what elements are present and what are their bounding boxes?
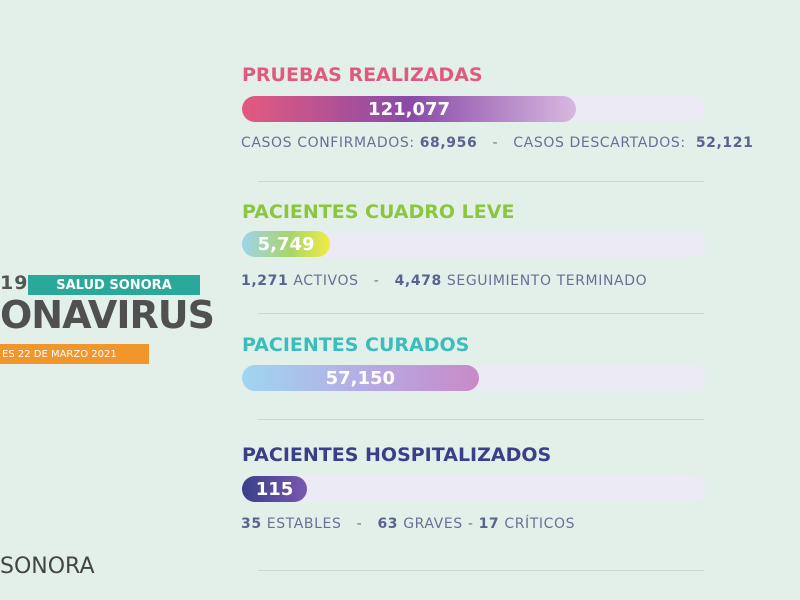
separator: - [356,516,363,532]
criticos-value: 17 [478,516,500,532]
curados-value: 57,150 [325,367,396,389]
divider [258,313,704,314]
leve-breakdown: 1,271 ACTIVOS - 4,478 SEGUIMIENTO TERMIN… [241,273,647,289]
divider [258,181,704,182]
separator: - [492,135,499,151]
pruebas-value: 121,077 [368,98,451,120]
pruebas-title: PRUEBAS REALIZADAS [242,64,483,86]
separator: - [467,516,474,532]
leve-bar: 5,749 [242,231,706,257]
leve-value: 5,749 [257,233,315,255]
hospitalizados-bar-fill: 115 [242,476,307,502]
leve-title: PACIENTES CUADRO LEVE [242,201,515,223]
divider [258,570,704,571]
hospitalizados-bar: 115 [242,476,706,502]
coronavirus-heading: ONAVIRUS [0,293,215,337]
curados-bar: 57,150 [242,365,706,391]
footer-logo: SONORA [0,554,95,579]
leve-bar-fill: 5,749 [242,231,331,257]
separator: - [373,273,380,289]
confirmados-value: 68,956 [419,135,478,151]
salud-sonora-badge: SALUD SONORA [28,275,200,295]
curados-title: PACIENTES CURADOS [242,334,470,356]
pruebas-breakdown: CASOS CONFIRMADOS: 68,956 - CASOS DESCAR… [241,135,753,151]
descartados-value: 52,121 [695,135,754,151]
curados-bar-fill: 57,150 [242,365,479,391]
activos-label: ACTIVOS [293,273,359,289]
covid19-label: 19 [0,272,29,294]
descartados-label: CASOS DESCARTADOS: [513,135,686,151]
divider [258,419,704,420]
graves-value: 63 [377,516,399,532]
criticos-label: CRÍTICOS [504,516,576,532]
pruebas-bar-fill: 121,077 [242,96,577,122]
seguimiento-value: 4,478 [394,273,442,289]
date-badge: ES 22 DE MARZO 2021 [0,344,149,364]
estables-label: ESTABLES [266,516,342,532]
pruebas-bar: 121,077 [242,96,706,122]
activos-value: 1,271 [241,273,289,289]
estables-value: 35 [241,516,262,532]
graves-label: GRAVES [403,516,463,532]
confirmados-label: CASOS CONFIRMADOS: [241,135,415,151]
hospitalizados-breakdown: 35 ESTABLES - 63 GRAVES - 17 CRÍTICOS [241,516,575,532]
hospitalizados-value: 115 [255,478,294,500]
seguimiento-label: SEGUIMIENTO TERMINADO [446,273,648,289]
hospitalizados-title: PACIENTES HOSPITALIZADOS [242,444,552,466]
